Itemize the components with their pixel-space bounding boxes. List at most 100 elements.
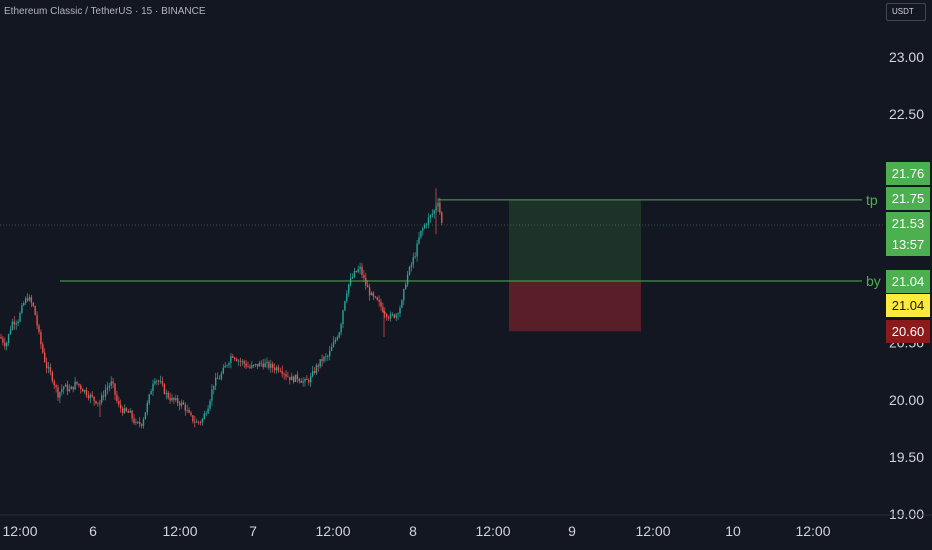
candle-body [249,366,251,368]
candle-body [272,363,274,368]
candle-body [374,296,376,298]
candle-body [298,379,300,381]
candle-body [292,376,295,382]
candle-body [199,421,202,423]
candle-body [137,422,139,423]
candle-body [351,276,354,279]
candle-body [215,377,217,386]
candle-body [40,331,42,345]
candle-body [211,389,213,401]
candle-body [169,397,171,401]
candle-body [228,362,230,366]
candle-body [177,398,179,404]
price-tick-label: 19.50 [889,449,924,465]
candle-body [152,383,154,392]
candle-body [256,363,259,367]
candle-body [327,356,329,357]
candle-body [224,365,226,368]
candle-body [125,408,128,411]
candle-body [321,359,323,362]
candle-body [368,287,371,296]
price-line-label-by: by [866,273,881,289]
candle-body [61,389,63,393]
candle-body [359,266,361,270]
candle-body [165,392,167,394]
candle-body [306,379,308,380]
candle-body [55,385,57,388]
price-tag-label: 20.60 [892,324,925,339]
candle-body [123,408,126,414]
price-tag-label: 13:57 [892,237,925,252]
candle-body [251,365,253,368]
candle-body [156,380,158,382]
candle-body [291,376,293,381]
candle-body [161,381,164,385]
candle-body [154,381,156,384]
candle-body [82,389,84,392]
candle-body [112,381,114,384]
candle-body [336,337,338,340]
candle-body [365,277,367,286]
candle-body [439,202,441,213]
candle-body [197,421,200,423]
price-tick-label: 19.00 [889,506,924,522]
candle-body [399,307,401,314]
candle-body [367,285,369,288]
price-tag [886,162,930,185]
candle-body [118,401,120,405]
candle-body [422,228,424,231]
candle-body [83,390,86,392]
candle-body [0,337,2,339]
chart-title: Ethereum Classic / TetherUS · 15 · BINAN… [4,6,206,17]
candle-body [429,215,432,218]
candle-body [266,361,268,364]
candle-body [311,371,314,377]
candle-body [283,373,285,375]
profit-zone [509,199,641,281]
candle-body [348,284,350,294]
candle-body [171,397,173,401]
candle-body [234,357,236,360]
time-tick-label: 12:00 [315,523,350,539]
candle-body [382,306,384,313]
candle-body [192,415,194,422]
candle-body [44,352,46,362]
candle-body [184,404,186,411]
candle-body [182,402,185,405]
candle-body [19,312,21,322]
candle-body [323,356,325,362]
candle-body [129,410,131,413]
candle-body [405,284,407,290]
candle-body [196,421,198,423]
candle-body [395,314,397,318]
time-tick-label: 9 [568,523,576,539]
time-tick-label: 7 [249,523,257,539]
candle-body [239,360,242,362]
price-tag [886,294,930,317]
candle-body [241,361,243,362]
candle-body [310,376,312,383]
price-tick-label: 20.00 [889,392,924,408]
candle-body [437,202,439,207]
time-tick-label: 12:00 [635,523,670,539]
candle-body [416,243,418,257]
candle-body [420,230,422,238]
candle-body [262,363,264,368]
candle-body [370,292,373,296]
candle-body [163,384,166,394]
candle-body [180,402,183,406]
time-tick-label: 8 [409,523,417,539]
candle-body [102,395,105,397]
candle-body [391,314,394,316]
candle-body [66,384,69,392]
price-tag-label: 21.75 [892,191,925,206]
candle-body [258,362,261,367]
candle-body [89,394,91,398]
candle-body [277,367,280,371]
candle-body [49,367,52,373]
candle-body [363,275,365,278]
candle-body [68,389,71,392]
currency-button[interactable]: USDT [886,3,926,21]
candle-body [281,371,283,374]
